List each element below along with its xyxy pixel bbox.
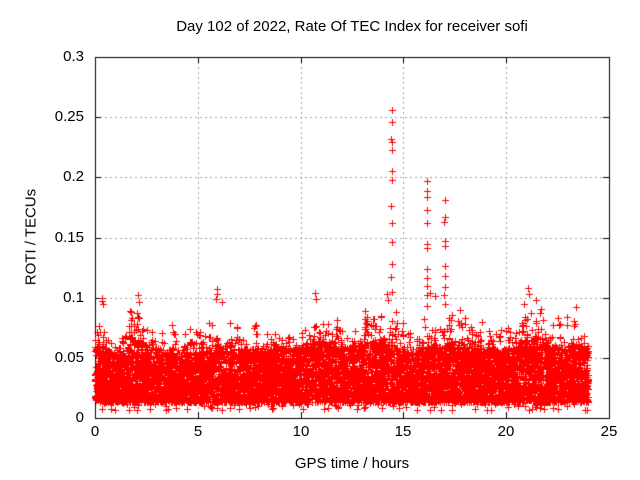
y-tick-label: 0 [75,409,84,426]
y-tick-label: 0.15 [54,229,84,246]
y-tick-label: 0.25 [54,108,84,125]
y-tick-label: 0.1 [63,289,84,306]
y-tick-label: 0.2 [63,168,84,185]
x-tick-label: 20 [497,423,515,440]
x-tick-label: 5 [193,423,203,440]
chart-title: Day 102 of 2022, Rate Of TEC Index for r… [176,18,528,35]
x-tick-label: 15 [394,423,412,440]
x-axis-label: GPS time / hours [294,455,410,472]
x-tick-label: 10 [292,423,310,440]
x-tick-label: 25 [600,423,618,440]
y-tick-label: 0.05 [54,349,84,366]
x-tick-label: 0 [90,423,100,440]
y-tick-label: 0.3 [63,48,84,65]
